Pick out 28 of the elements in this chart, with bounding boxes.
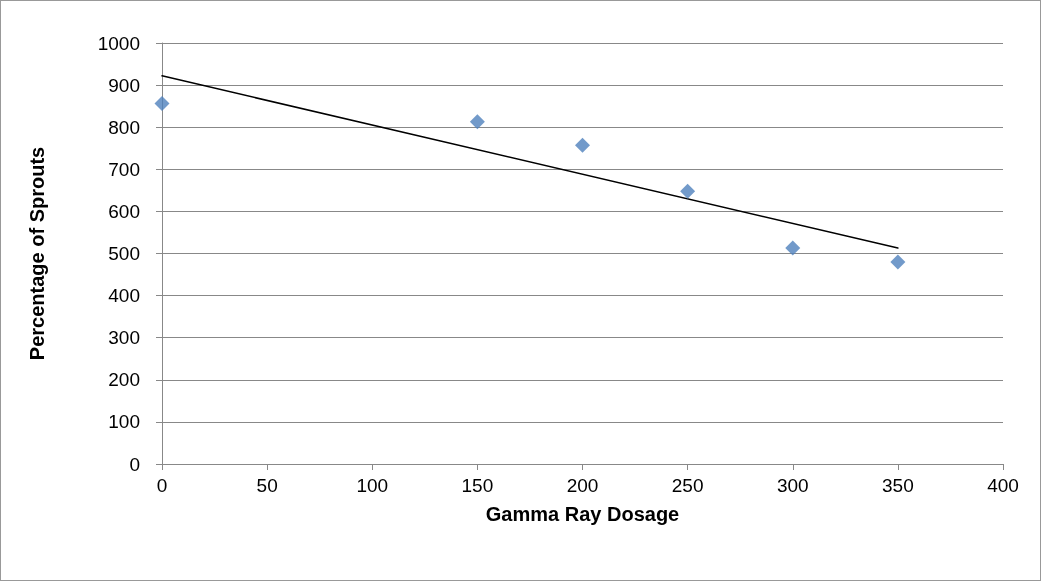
point (469, 114, 485, 130)
x-tick-label: 150 (461, 475, 494, 496)
x-axis-title: Gamma Ray Dosage (485, 503, 680, 525)
y-tick-label: 900 (108, 74, 140, 96)
y-axis-title: Percentage of Sprouts (26, 146, 48, 361)
point (575, 137, 590, 153)
x-tick-label: 400 (987, 475, 1019, 496)
point (785, 240, 801, 256)
x-tick-label: 100 (356, 475, 389, 496)
y-tick-label: 700 (108, 158, 140, 180)
y-tick-label: 0 (129, 453, 140, 475)
x-tick-label: 250 (671, 475, 704, 496)
y-tick-label: 1000 (97, 32, 140, 54)
y-tick-label: 500 (108, 243, 140, 264)
y-tick-label: 400 (108, 285, 140, 307)
x-tick-label: 200 (566, 475, 599, 496)
x-tick-label: 300 (776, 475, 809, 496)
y-tick-label: 300 (108, 327, 140, 349)
y-tick-label: 800 (108, 116, 140, 138)
x-tick-label: 50 (256, 475, 278, 496)
point (890, 254, 906, 270)
x-tick-label: 350 (882, 475, 914, 496)
x-tick-label: 0 (156, 475, 168, 496)
point (154, 96, 170, 112)
y-tick-label: 100 (108, 411, 140, 433)
point (680, 183, 696, 199)
y-tick-label: 600 (108, 200, 140, 222)
y-tick-label: 200 (108, 369, 140, 391)
